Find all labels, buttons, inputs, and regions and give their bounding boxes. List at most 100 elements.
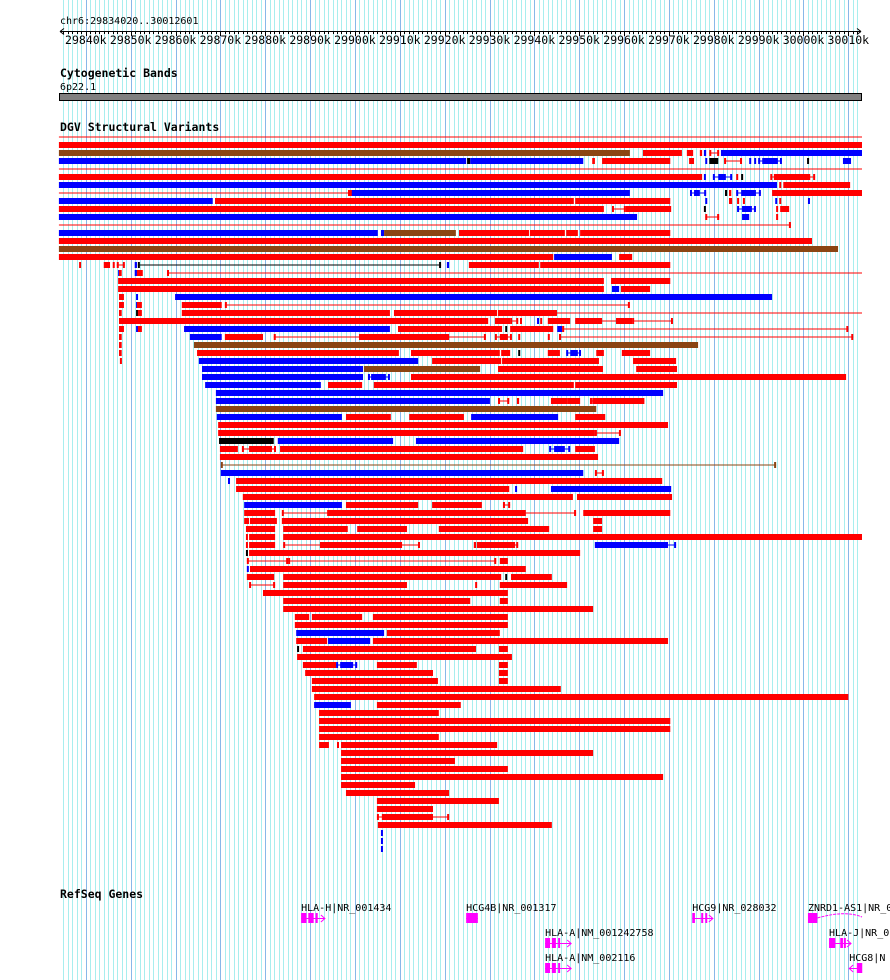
variant-inversion[interactable] (505, 326, 508, 332)
variant-loss[interactable] (167, 270, 863, 276)
variant-gain[interactable] (58, 198, 213, 204)
variant-loss[interactable] (376, 702, 461, 708)
variant-loss[interactable] (729, 198, 733, 204)
variant-loss[interactable] (376, 806, 433, 812)
variant-gain-loss[interactable] (363, 366, 481, 372)
variant-loss[interactable] (236, 478, 663, 484)
variant-loss[interactable] (305, 670, 433, 676)
variant-gain[interactable] (244, 502, 342, 508)
variant-loss[interactable] (249, 550, 581, 556)
variant-gain[interactable] (58, 182, 778, 188)
variant-loss[interactable] (377, 822, 552, 828)
variant-loss[interactable] (302, 646, 477, 652)
variant-loss[interactable] (341, 750, 594, 756)
variant-gain[interactable] (215, 398, 490, 404)
variant-loss[interactable] (311, 686, 561, 692)
variant-loss[interactable] (540, 318, 543, 324)
variant-gain[interactable] (380, 230, 385, 236)
variant-gain[interactable] (314, 702, 351, 708)
variant-loss[interactable] (58, 174, 703, 180)
variant-loss[interactable] (311, 614, 363, 620)
variant-gain[interactable] (737, 206, 756, 212)
variant-gain[interactable] (136, 326, 139, 332)
variant-loss[interactable] (236, 486, 510, 492)
variant-loss[interactable] (575, 446, 595, 452)
variant-gain[interactable] (594, 542, 677, 548)
variant-loss[interactable] (283, 574, 502, 580)
variant-loss[interactable] (615, 318, 633, 324)
variant-gain[interactable] (58, 230, 378, 236)
variant-loss[interactable] (197, 350, 399, 356)
variant-loss[interactable] (341, 742, 498, 748)
variant-loss[interactable] (636, 366, 677, 372)
variant-loss[interactable] (119, 294, 124, 300)
variant-loss[interactable] (593, 518, 603, 524)
variant-loss[interactable] (58, 254, 554, 260)
variant-gain[interactable] (446, 262, 450, 268)
variant-loss[interactable] (779, 198, 782, 204)
variant-loss[interactable] (729, 190, 732, 196)
variant-gain-loss[interactable] (215, 406, 597, 412)
variant-gain[interactable] (58, 214, 638, 220)
variant-gain[interactable] (277, 438, 394, 444)
variant-loss[interactable] (689, 158, 695, 164)
variant-loss[interactable] (772, 190, 862, 196)
variant-loss[interactable] (215, 198, 574, 204)
variant-loss[interactable] (499, 582, 568, 588)
variant-loss[interactable] (432, 502, 482, 508)
variant-loss[interactable] (596, 350, 604, 356)
variant-loss[interactable] (376, 814, 450, 820)
variant-gain[interactable] (566, 350, 582, 356)
variant-loss[interactable] (245, 542, 248, 548)
variant-loss[interactable] (411, 350, 500, 356)
variant-loss[interactable] (770, 174, 816, 180)
gene-feature[interactable]: HLA-A|NM_002116 (545, 953, 635, 973)
variant-loss[interactable] (593, 526, 603, 532)
variant-gain[interactable] (537, 318, 540, 324)
variant-gain-loss[interactable] (220, 462, 777, 468)
variant-loss[interactable] (58, 168, 863, 170)
variant-loss[interactable] (283, 534, 862, 540)
variant-gain[interactable] (705, 198, 708, 204)
variant-loss[interactable] (319, 726, 671, 732)
variant-loss[interactable] (494, 318, 511, 324)
variant-loss[interactable] (302, 662, 337, 668)
variant-loss[interactable] (249, 534, 276, 540)
variant-gain[interactable] (690, 190, 707, 196)
variant-gain[interactable] (134, 270, 137, 276)
variant-loss[interactable] (632, 318, 673, 324)
variant-loss[interactable] (529, 230, 565, 236)
variant-loss[interactable] (550, 398, 568, 404)
variant-gain[interactable] (336, 662, 358, 668)
gene-feature[interactable]: HLA-H|NR_001434 (301, 903, 391, 923)
variant-loss[interactable] (776, 214, 779, 220)
variant-gain[interactable] (703, 150, 707, 156)
variant-gain-loss[interactable] (58, 246, 839, 252)
variant-loss[interactable] (118, 278, 604, 284)
variant-loss[interactable] (244, 518, 250, 524)
variant-loss[interactable] (562, 326, 849, 332)
variant-loss[interactable] (262, 590, 508, 596)
variant-loss[interactable] (119, 334, 122, 340)
variant-loss[interactable] (498, 670, 508, 676)
variant-loss[interactable] (319, 718, 671, 724)
variant-loss[interactable] (780, 206, 790, 212)
variant-loss[interactable] (296, 638, 328, 644)
variant-loss[interactable] (783, 182, 851, 188)
variant-loss[interactable] (736, 174, 739, 180)
variant-loss[interactable] (554, 310, 862, 316)
variant-loss[interactable] (498, 398, 510, 404)
variant-loss[interactable] (620, 286, 651, 292)
variant-gain-loss[interactable] (384, 230, 456, 236)
variant-loss[interactable] (499, 598, 508, 604)
gene-feature[interactable]: HCG4B|NR_001317 (466, 903, 556, 923)
variant-loss[interactable] (575, 198, 671, 204)
variant-loss[interactable] (476, 542, 519, 548)
variant-gain[interactable] (611, 286, 620, 292)
variant-gain[interactable] (754, 158, 757, 164)
variant-inversion[interactable] (741, 174, 744, 180)
variant-gain[interactable] (246, 566, 249, 572)
variant-loss[interactable] (281, 518, 529, 524)
variant-loss[interactable] (501, 350, 511, 356)
variant-loss[interactable] (409, 414, 464, 420)
